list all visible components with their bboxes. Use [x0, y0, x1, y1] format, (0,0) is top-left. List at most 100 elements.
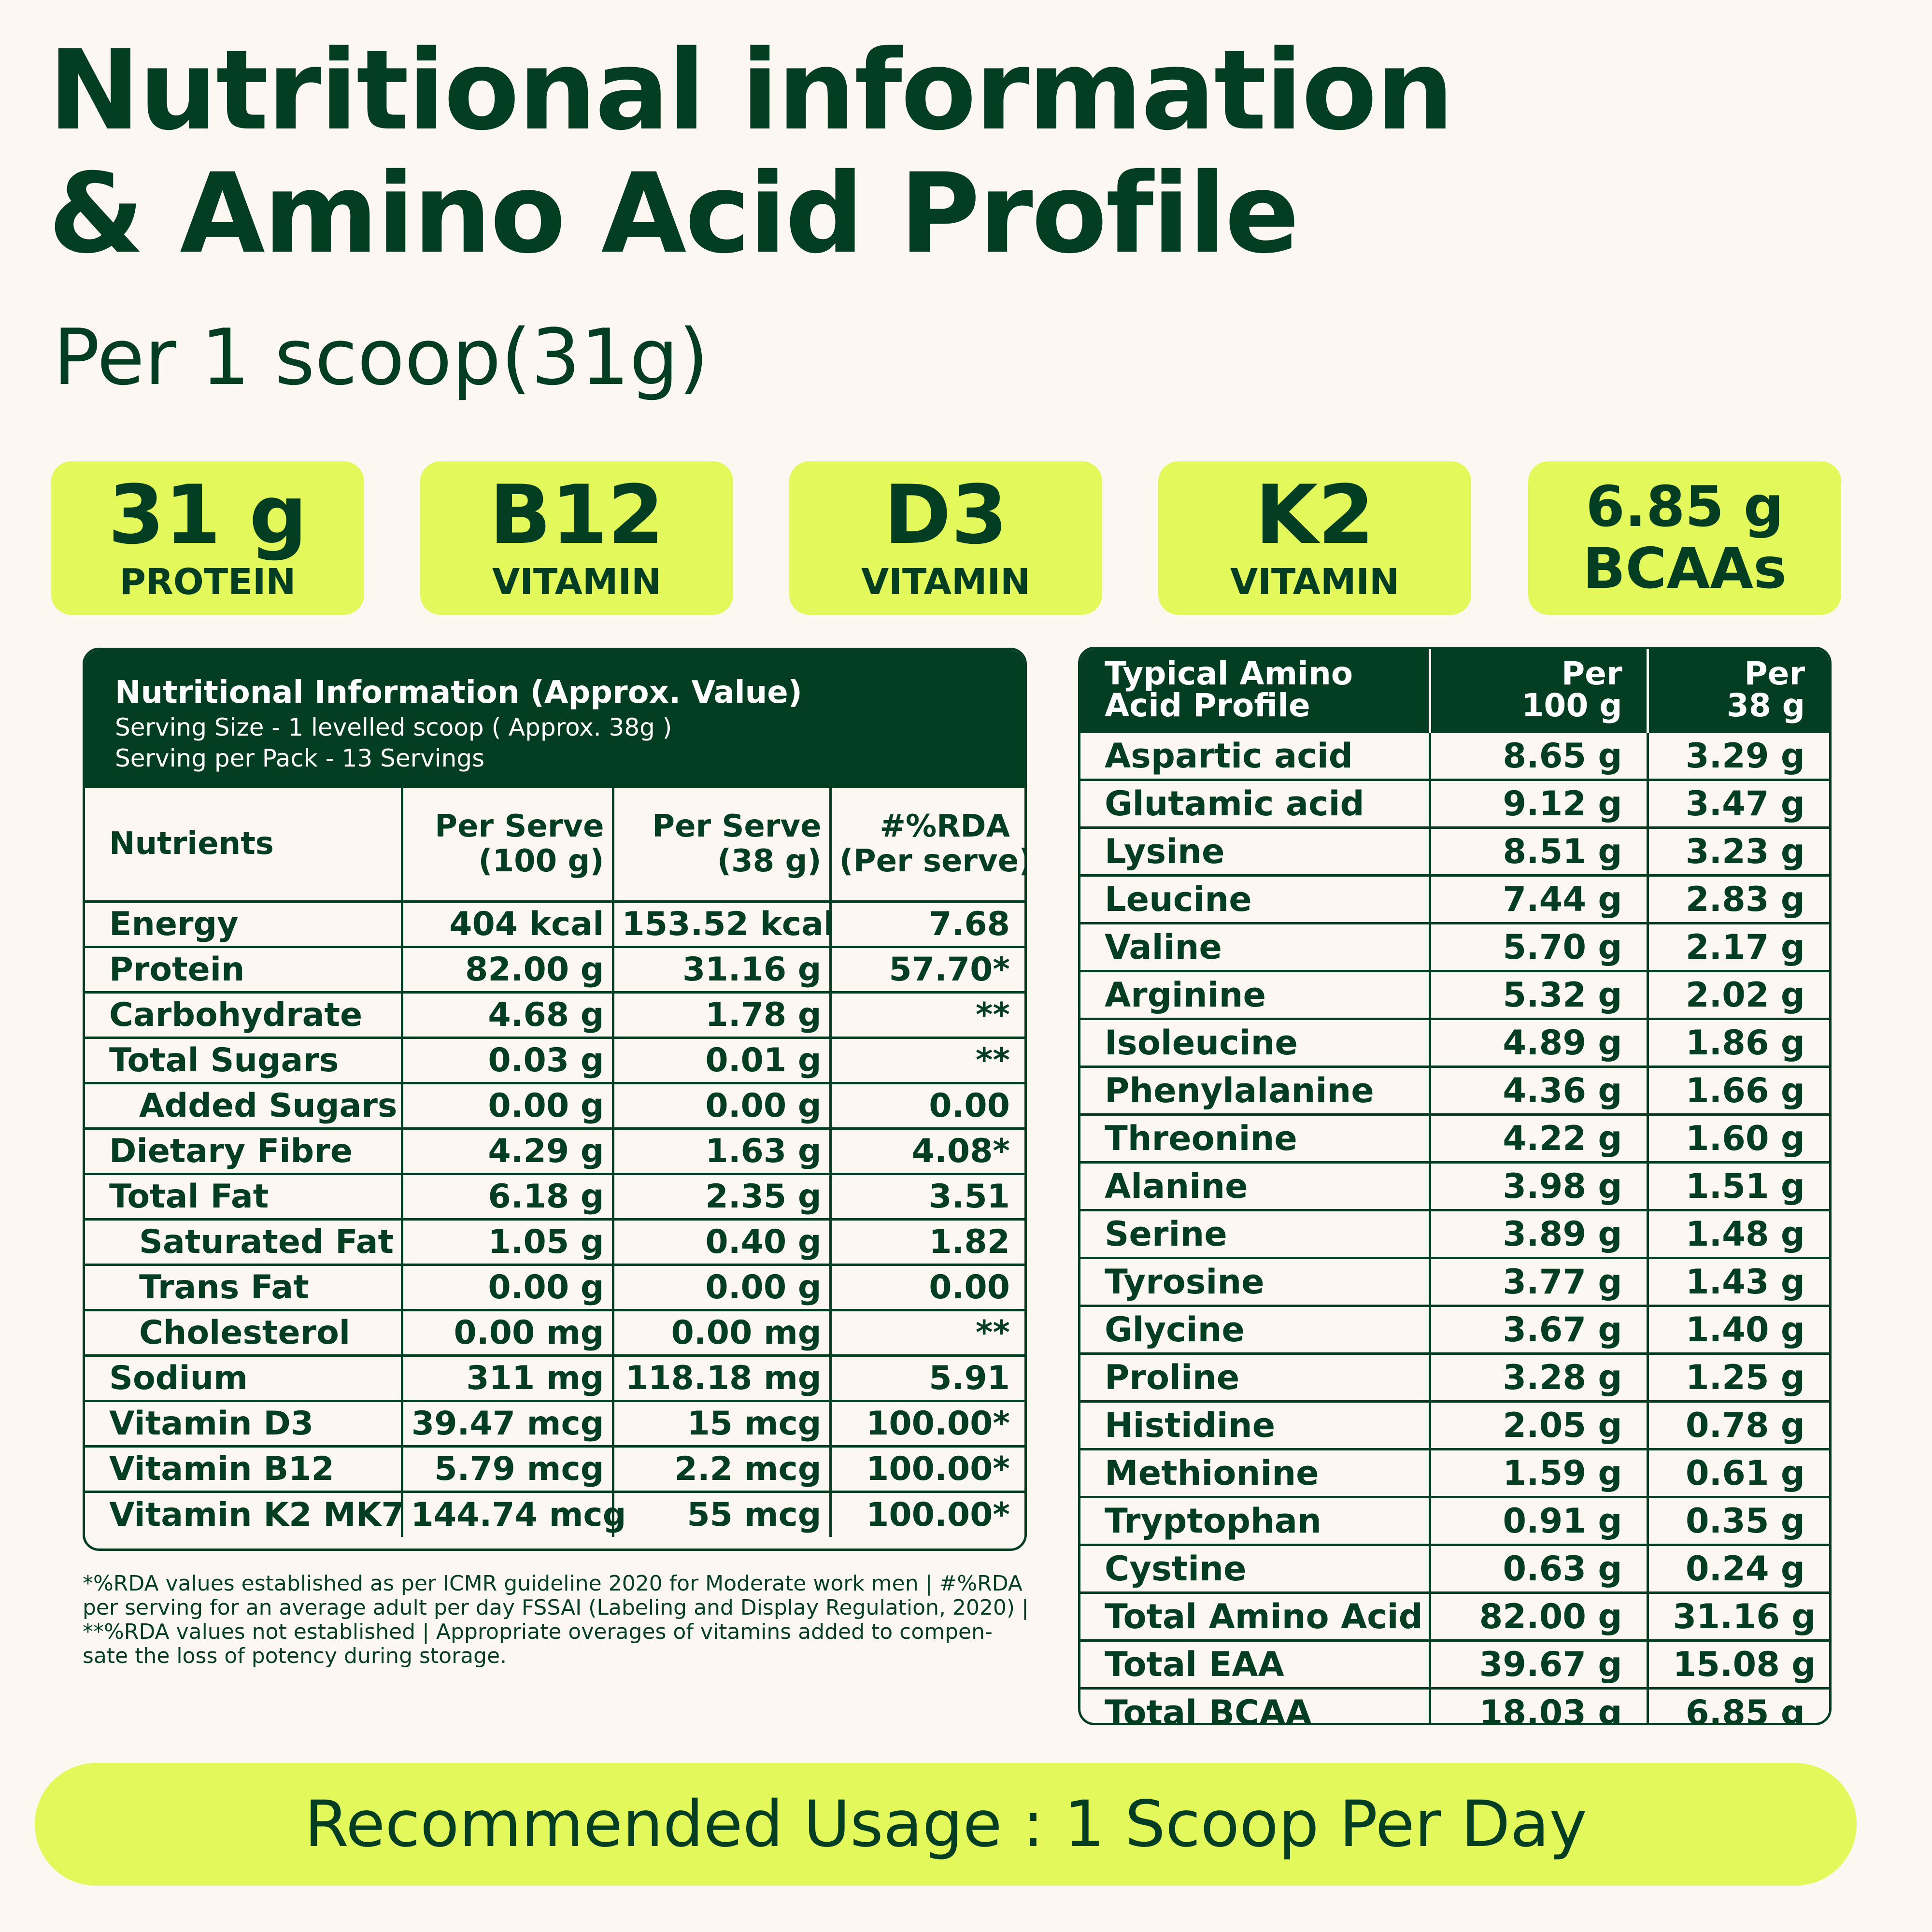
nutrient-name: Sodium: [85, 1354, 403, 1402]
value-38g: 2.2 mcg: [611, 1445, 832, 1493]
value-38g: 0.00 g: [611, 1263, 832, 1311]
value-100g: 0.03 g: [400, 1036, 614, 1084]
value-38g: 0.00 g: [611, 1081, 832, 1130]
value-38g: 0.78 g: [1646, 1400, 1829, 1450]
table-row: Vitamin D3 39.47 mcg 15 mcg 100.00*: [85, 1399, 1024, 1448]
amino-name: Total Amino Acid: [1080, 1591, 1431, 1642]
value-100g: 4.36 g: [1428, 1065, 1649, 1116]
nutrient-name: Vitamin B12: [85, 1445, 403, 1493]
table-row: Proline 3.28 g 1.25 g: [1080, 1352, 1829, 1403]
value-38g: 3.47 g: [1646, 778, 1829, 829]
value-38g: 1.25 g: [1646, 1352, 1829, 1403]
value-100g: 82.00 g: [400, 945, 614, 994]
col-per-100g: Per 100 g: [1428, 649, 1648, 732]
table-row: Lysine 8.51 g 3.23 g: [1080, 826, 1829, 877]
table-row: Dietary Fibre 4.29 g 1.63 g 4.08*: [85, 1127, 1024, 1175]
badge-value: D3: [883, 468, 1008, 562]
value-38g: 1.51 g: [1646, 1161, 1829, 1211]
amino-name: Tyrosine: [1080, 1256, 1431, 1307]
value-100g: 4.29 g: [400, 1127, 614, 1175]
value-38g: 31.16 g: [611, 945, 832, 994]
value-100g: 0.63 g: [1428, 1543, 1649, 1594]
col-per-serve-38: Per Serve (38 g): [611, 788, 832, 903]
badge-label: PROTEIN: [119, 561, 296, 603]
amino-name: Histidine: [1080, 1400, 1431, 1450]
value-100g: 4.89 g: [1428, 1017, 1649, 1068]
table-row: Carbohydrate 4.68 g 1.78 g **: [85, 991, 1024, 1039]
footnote-line: **%RDA values not established | Appropri…: [83, 1619, 993, 1644]
amino-name: Aspartic acid: [1080, 730, 1431, 781]
nutrient-name: Dietary Fibre: [85, 1127, 403, 1175]
value-rda: 3.51: [829, 1172, 1024, 1221]
table-row: Alanine 3.98 g 1.51 g: [1080, 1161, 1829, 1211]
value-rda: **: [829, 991, 1024, 1039]
value-38g: 2.02 g: [1646, 969, 1829, 1020]
badge-label: BCAAs: [1582, 536, 1787, 601]
value-100g: 18.03 g: [1428, 1687, 1649, 1723]
value-100g: 39.67 g: [1428, 1639, 1649, 1690]
value-100g: 311 mg: [400, 1354, 614, 1402]
table-row: Vitamin B12 5.79 mcg 2.2 mcg 100.00*: [85, 1445, 1024, 1493]
badge-k2: K2 VITAMIN: [1158, 461, 1471, 615]
value-100g: 0.00 mg: [400, 1308, 614, 1357]
value-100g: 7.44 g: [1428, 874, 1649, 924]
value-100g: 3.67 g: [1428, 1304, 1649, 1355]
amino-name: Leucine: [1080, 874, 1431, 924]
table-row: Serine 3.89 g 1.48 g: [1080, 1208, 1829, 1259]
nutrition-table-header: Nutritional Information (Approx. Value) …: [85, 650, 1024, 788]
table-row: Aspartic acid 8.65 g 3.29 g: [1080, 730, 1829, 781]
value-100g: 6.18 g: [400, 1172, 614, 1221]
amino-name: Threonine: [1080, 1113, 1431, 1164]
table-row: Isoleucine 4.89 g 1.86 g: [1080, 1017, 1829, 1068]
value-rda: **: [829, 1308, 1024, 1357]
value-38g: 0.40 g: [611, 1218, 832, 1266]
table-row: Total EAA 39.67 g 15.08 g: [1080, 1639, 1829, 1690]
nutrient-name: Saturated Fat: [85, 1218, 403, 1266]
nutrition-table-panel: Nutritional Information (Approx. Value) …: [83, 648, 1027, 1551]
value-100g: 404 kcal: [400, 901, 614, 948]
value-rda: 100.00*: [829, 1445, 1024, 1493]
nutrient-name: Carbohydrate: [85, 991, 403, 1039]
nutrient-name: Vitamin K2 MK7: [85, 1490, 404, 1537]
amino-name: Proline: [1080, 1352, 1431, 1403]
value-38g: 3.29 g: [1646, 730, 1829, 781]
title-line-1: Nutritional information: [48, 26, 1454, 155]
value-38g: 1.40 g: [1646, 1304, 1829, 1355]
value-38g: 0.24 g: [1646, 1543, 1829, 1594]
table-row: Saturated Fat 1.05 g 0.40 g 1.82: [85, 1218, 1024, 1266]
table-row: Histidine 2.05 g 0.78 g: [1080, 1400, 1829, 1450]
nutrient-name: Energy: [85, 901, 403, 948]
value-38g: 2.17 g: [1646, 922, 1829, 972]
amino-name: Arginine: [1080, 969, 1431, 1020]
value-rda: **: [829, 1036, 1024, 1084]
badge-value: B12: [489, 468, 664, 562]
badge-label: VITAMIN: [861, 561, 1030, 603]
value-38g: 1.48 g: [1646, 1208, 1829, 1259]
nutrient-name: Added Sugars: [85, 1081, 403, 1130]
amino-name: Serine: [1080, 1208, 1431, 1259]
badge-label: VITAMIN: [492, 561, 661, 603]
col-per-serve-100: Per Serve (100 g): [400, 788, 614, 903]
value-100g: 5.32 g: [1428, 969, 1649, 1020]
amino-name: Alanine: [1080, 1161, 1431, 1211]
table-row: Tryptophan 0.91 g 0.35 g: [1080, 1495, 1829, 1546]
value-100g: 4.68 g: [400, 991, 614, 1039]
value-100g: 5.70 g: [1428, 922, 1649, 972]
value-38g: 0.01 g: [611, 1036, 832, 1084]
value-100g: 2.05 g: [1428, 1400, 1649, 1450]
value-38g: 1.78 g: [611, 991, 832, 1039]
value-rda: 100.00*: [829, 1490, 1024, 1537]
value-38g: 118.18 mg: [611, 1354, 832, 1402]
value-100g: 82.00 g: [1428, 1591, 1649, 1642]
badge-value: K2: [1255, 468, 1375, 562]
table-row: Total Fat 6.18 g 2.35 g 3.51: [85, 1172, 1024, 1221]
nutrition-header-row: Nutrients Per Serve (100 g) Per Serve (38 …: [85, 788, 1024, 903]
value-38g: 1.86 g: [1646, 1017, 1829, 1068]
table-row: Arginine 5.32 g 2.02 g: [1080, 969, 1829, 1020]
table-row: Cholesterol 0.00 mg 0.00 mg **: [85, 1308, 1024, 1357]
serving-size: Serving Size - 1 levelled scoop ( Approx…: [115, 713, 672, 741]
table-row: Threonine 4.22 g 1.60 g: [1080, 1113, 1829, 1164]
value-100g: 8.51 g: [1428, 826, 1649, 877]
nutrient-name: Trans Fat: [85, 1263, 403, 1311]
value-rda: 1.82: [829, 1218, 1024, 1266]
